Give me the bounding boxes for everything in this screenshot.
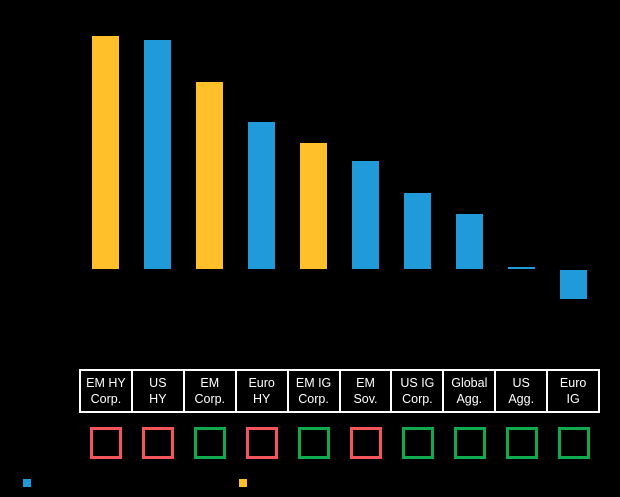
category-label: EM Sov.: [340, 371, 391, 411]
legend-swatch-yellow-icon: [239, 479, 247, 487]
legend-swatch-blue-icon: [23, 479, 31, 487]
category-label: US Agg.: [496, 371, 547, 411]
category-label: Euro IG: [548, 371, 599, 411]
bar-global-agg: [456, 214, 483, 269]
status-red-square-icon: [246, 427, 278, 459]
bar-chart-plot: [92, 36, 587, 299]
bar-em-sov: [352, 161, 379, 269]
category-label: EM Corp.: [184, 371, 235, 411]
status-indicator-row: [0, 426, 620, 460]
legend: [0, 479, 620, 493]
legend-item-yellow: [239, 479, 253, 487]
label-line-1: Euro: [248, 376, 275, 390]
label-line-2: Corp.: [402, 392, 433, 406]
bar-us-hy: [144, 40, 171, 269]
category-label: US HY: [132, 371, 183, 411]
label-line-1: Global: [451, 376, 488, 390]
label-line-1: Euro: [559, 376, 587, 390]
category-label-row: EM HY Corp. US HY EM Corp. Euro HY EM IG Corp…: [79, 369, 600, 413]
bar-em-ig-corp: [300, 143, 327, 269]
label-line-2: HY: [252, 392, 271, 406]
label-line-1: US: [149, 376, 167, 390]
label-line-2: Corp.: [298, 392, 329, 406]
status-red-square-icon: [90, 427, 122, 459]
status-green-square-icon: [454, 427, 486, 459]
category-label: Euro HY: [236, 371, 287, 411]
bar-us-ig-corp: [404, 193, 431, 269]
bar-us-agg: [508, 267, 535, 269]
status-green-square-icon: [298, 427, 330, 459]
status-green-square-icon: [402, 427, 434, 459]
label-line-2: Corp.: [90, 392, 122, 406]
label-line-1: EM IG: [295, 376, 332, 390]
category-label: Global Agg.: [444, 371, 495, 411]
label-line-2: Agg.: [508, 392, 535, 406]
category-label: EM IG Corp.: [288, 371, 339, 411]
status-green-square-icon: [194, 427, 226, 459]
label-line-1: EM: [200, 376, 220, 390]
label-line-1: EM HY: [86, 376, 126, 390]
status-green-square-icon: [558, 427, 590, 459]
status-green-square-icon: [506, 427, 538, 459]
category-label: US IG Corp.: [392, 371, 443, 411]
bar-euro-hy: [248, 122, 275, 269]
label-line-2: IG: [566, 392, 580, 406]
category-label: EM HY Corp.: [81, 371, 131, 411]
bar-em-hy-corp: [92, 36, 119, 269]
label-line-2: Corp.: [194, 392, 226, 406]
label-line-1: EM: [356, 376, 375, 390]
bar-em-corp: [196, 82, 223, 269]
bar-euro-ig: [560, 270, 587, 299]
label-line-2: HY: [149, 392, 167, 406]
legend-item-blue: [23, 479, 37, 487]
label-line-2: Sov.: [353, 392, 378, 406]
label-line-1: US IG: [400, 376, 435, 390]
status-red-square-icon: [142, 427, 174, 459]
label-line-1: US: [512, 376, 530, 390]
status-red-square-icon: [350, 427, 382, 459]
label-line-2: Agg.: [456, 392, 483, 406]
